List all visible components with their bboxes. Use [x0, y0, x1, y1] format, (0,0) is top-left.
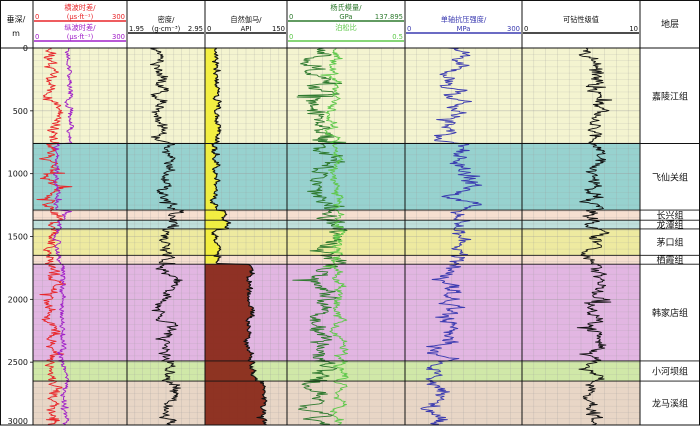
formation-label: 长兴组 [656, 210, 683, 222]
formation-header: 地层 [661, 18, 679, 30]
formation-cell-5 [640, 255, 700, 265]
curve-title: 泊松比 [335, 23, 357, 32]
ucs-curve [420, 47, 483, 426]
curve-title: 纵波时差/ [64, 23, 96, 32]
depth-axis-unit: m [12, 29, 20, 38]
curve-min: 0 [289, 33, 293, 41]
depth-tick-label: 3000 [8, 417, 28, 426]
log-curves [36, 47, 613, 426]
curve-title: 单轴抗压强度/ [441, 15, 487, 24]
poissons-ratio-curve [320, 47, 349, 426]
depth-tick-label: 2000 [8, 295, 28, 304]
formation-band-7 [33, 360, 640, 382]
compressional-slowness-curve [52, 47, 75, 426]
depth-tick-label: 1000 [8, 170, 28, 179]
depth-tick-label: 0 [23, 44, 28, 53]
curve-max: 2.95 [188, 25, 203, 33]
gamma-fill-lower [205, 264, 267, 425]
gamma-ray-curve [209, 47, 268, 426]
formation-label: 龙马溪组 [652, 398, 688, 410]
formation-label: 飞仙关组 [652, 171, 688, 183]
curve-min: 0 [35, 13, 39, 21]
formation-band-3 [33, 220, 640, 229]
depth-tick-label: 1500 [8, 233, 28, 242]
shear-slowness-curve [36, 47, 73, 426]
formation-label: 韩家店组 [652, 307, 688, 319]
curve-min: 0 [524, 25, 528, 33]
formation-cell-3 [640, 220, 700, 229]
curve-title: 杨氏模量/ [330, 3, 362, 12]
formation-cell-1 [640, 143, 700, 211]
formation-label: 栖霞组 [656, 254, 683, 266]
curve-min: 0 [289, 13, 293, 21]
formation-cell-2 [640, 210, 700, 221]
curve-unit: (μs·ft⁻¹) [67, 33, 94, 41]
formation-label: 小河坝组 [652, 365, 688, 377]
curve-title: 横波时差/ [64, 3, 96, 12]
formation-label: 茅口组 [656, 237, 683, 249]
formation-cell-0 [640, 48, 700, 144]
formation-cell-8 [640, 381, 700, 425]
curve-title: 自然伽马/ [230, 15, 262, 24]
curve-unit: MPa [457, 25, 471, 33]
curve-min: 0 [407, 25, 411, 33]
curve-min: 1.95 [129, 25, 144, 33]
drillability-curve [576, 47, 613, 426]
curve-max: 137.895 [375, 13, 403, 21]
density-curve [150, 47, 184, 426]
depth-tick-label: 2500 [8, 358, 28, 367]
curve-unit: (g·cm⁻³) [152, 25, 181, 33]
curve-max: 300 [112, 33, 125, 41]
curve-max: 10 [629, 25, 638, 33]
curve-unit: GPa [339, 13, 352, 21]
curve-unit: API [241, 25, 252, 33]
formation-label: 龙潭组 [656, 219, 683, 231]
curve-title: 密度/ [158, 15, 175, 24]
formation-band-1 [33, 143, 640, 211]
curve-min: 0 [35, 33, 39, 41]
depth-tick-label: 500 [13, 107, 28, 116]
curve-unit: (μs·ft⁻¹) [67, 13, 94, 21]
formation-band-6 [33, 264, 640, 361]
formation-label: 嘉陵江组 [652, 90, 688, 102]
formation-band-0 [33, 48, 640, 144]
formation-band-2 [33, 210, 640, 221]
curve-max: 150 [272, 25, 285, 33]
curve-max: 300 [507, 25, 520, 33]
curve-max: 0.5 [392, 33, 403, 41]
curve-max: 300 [112, 13, 125, 21]
curve-title: 可钻性级值 [563, 15, 599, 24]
depth-axis: 垂深/m0 500 1000 1500 2000 2500 3000 [7, 14, 33, 426]
formation-bands [33, 48, 700, 425]
formation-band-8 [33, 381, 640, 425]
depth-axis-label: 垂深/ [7, 14, 26, 24]
formation-cell-7 [640, 360, 700, 382]
youngs-modulus-curve [292, 47, 348, 426]
curve-min: 0 [207, 25, 211, 33]
formation-cell-6 [640, 264, 700, 361]
formation-cell-4 [640, 228, 700, 256]
